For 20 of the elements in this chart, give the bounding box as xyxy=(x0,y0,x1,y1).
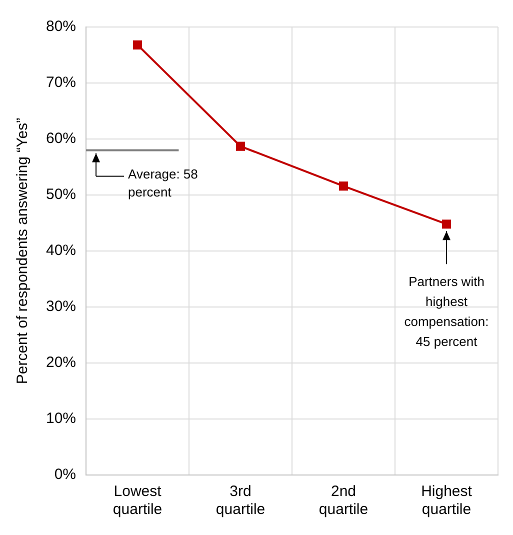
y-tick-label: 50% xyxy=(46,186,76,204)
y-tick-label: 60% xyxy=(46,130,76,148)
x-tick-label: Highest quartile xyxy=(421,483,473,518)
annotation: Partners with highest compensation: 45 percent xyxy=(404,274,489,350)
y-tick-label: 20% xyxy=(46,354,76,372)
y-tick-label: 0% xyxy=(54,466,76,484)
y-tick-label: 70% xyxy=(46,74,76,92)
point xyxy=(338,182,348,191)
x-tick-label: 3rd quartile xyxy=(216,483,266,518)
y-tick-label: 40% xyxy=(46,242,76,260)
x-tick-label: 2nd quartile xyxy=(318,483,368,518)
y-tick-label: 30% xyxy=(46,298,76,316)
y-tick-label: 80% xyxy=(46,18,76,36)
y-axis-title: Percent of respondents answering “Yes” xyxy=(14,118,32,384)
point xyxy=(132,40,142,50)
ref-line-label: Average: 58 percent xyxy=(128,166,198,200)
point xyxy=(442,220,452,229)
point xyxy=(236,142,246,151)
y-tick-label: 10% xyxy=(46,410,76,428)
x-tick-label: Lowest quartile xyxy=(112,483,162,518)
